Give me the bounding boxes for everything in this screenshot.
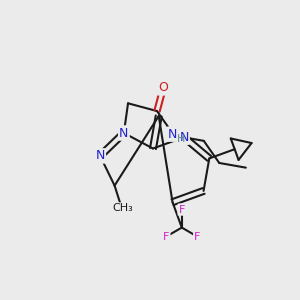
Text: CH₃: CH₃ <box>112 203 133 213</box>
Text: N: N <box>168 128 177 141</box>
Text: F: F <box>163 232 169 242</box>
Text: N: N <box>119 127 129 140</box>
Text: N: N <box>95 149 105 162</box>
Text: H: H <box>177 134 185 144</box>
Text: N: N <box>179 131 189 144</box>
Text: F: F <box>178 205 185 214</box>
Text: O: O <box>158 81 168 94</box>
Text: F: F <box>194 232 201 242</box>
